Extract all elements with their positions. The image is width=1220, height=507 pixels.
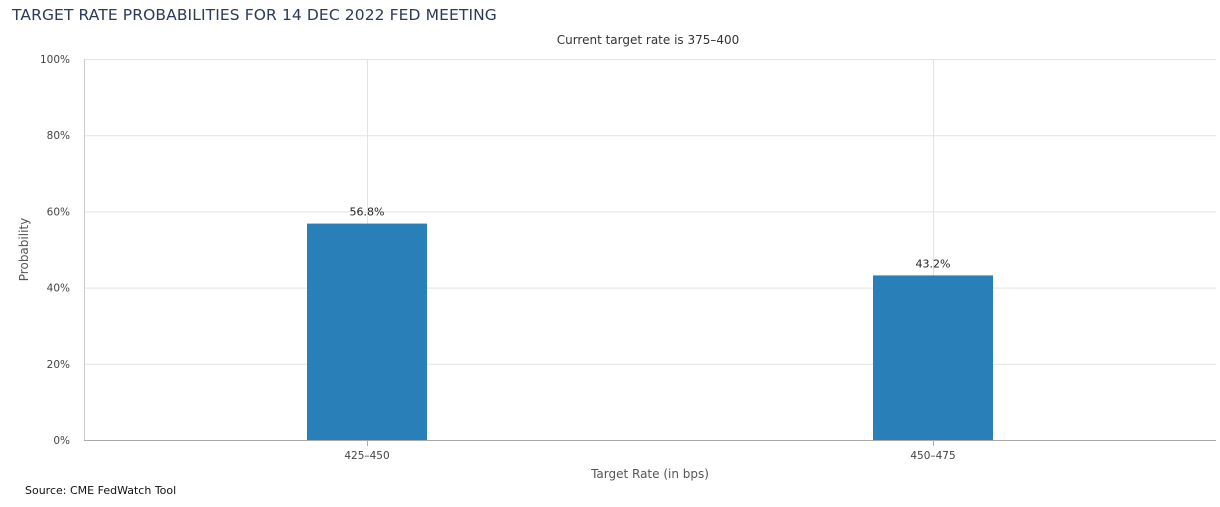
- bar: [307, 223, 427, 440]
- chart-subtitle: Current target rate is 375–400: [556, 33, 740, 47]
- y-axis-title: Probability: [17, 218, 31, 281]
- y-tick-label: 60%: [47, 206, 70, 218]
- y-tick-label: 80%: [47, 130, 70, 142]
- x-tick-label: 425–450: [344, 450, 389, 462]
- bar: [873, 275, 993, 440]
- chart-title: TARGET RATE PROBABILITIES FOR 14 DEC 202…: [12, 6, 497, 24]
- x-tick-label: 450–475: [910, 450, 955, 462]
- y-tick-label: 40%: [47, 283, 70, 295]
- source-note: Source: CME FedWatch Tool: [25, 484, 177, 497]
- y-tick-label: 0%: [53, 435, 70, 447]
- y-tick-label: 20%: [47, 359, 70, 371]
- x-axis-title: Target Rate (in bps): [590, 467, 709, 481]
- y-tick-label: 100%: [40, 54, 70, 66]
- data-label: 56.8%: [350, 206, 385, 219]
- data-label: 43.2%: [916, 257, 951, 270]
